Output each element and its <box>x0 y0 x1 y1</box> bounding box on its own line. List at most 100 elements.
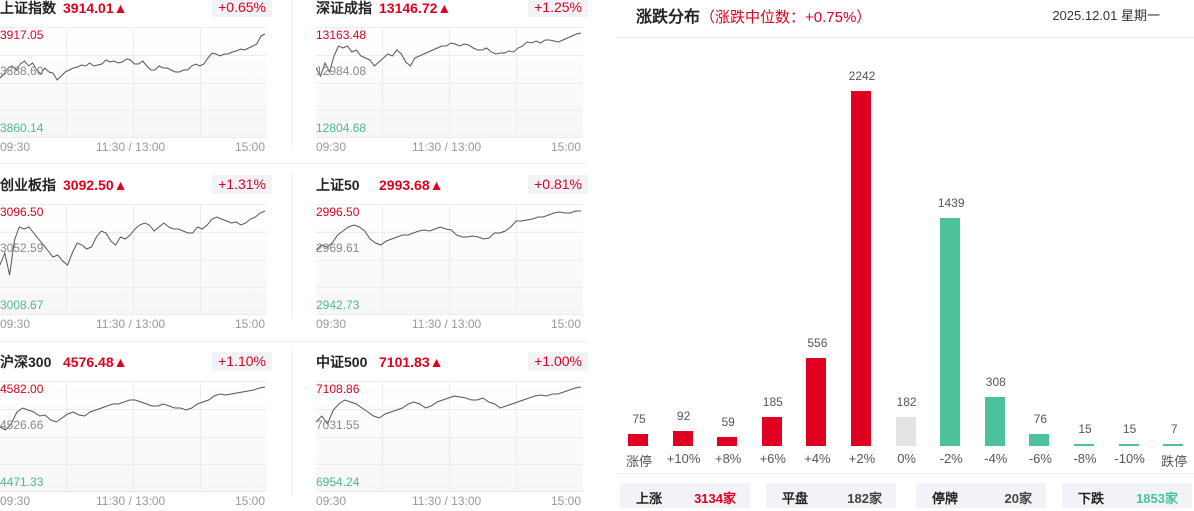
index-header: 深证成指 13146.72▲ +1.25% <box>316 0 588 18</box>
summary-flat-label: 平盘 <box>782 491 809 506</box>
bar-category-label: +4% <box>804 451 831 466</box>
index-card[interactable]: 上证指数 3914.01▲ +0.65% 3917.05 3888.60 3860.14 0… <box>0 0 272 162</box>
bar-category-label: 0% <box>897 451 916 466</box>
summary-suspended: 停牌 20家 <box>916 483 1046 508</box>
bar-fill <box>1118 444 1139 446</box>
y-prev-close-label: 3052.59 <box>0 241 44 255</box>
time-start-label: 09:30 <box>316 494 347 508</box>
summary-divider <box>616 473 1194 474</box>
bar-value: 2242 <box>848 69 876 83</box>
bar-category-label: +8% <box>714 451 742 466</box>
index-card[interactable]: 沪深300 4576.48▲ +1.10% 4582.00 4526.66 4471.33… <box>0 352 272 511</box>
distribution-bar[interactable]: 59 <box>717 60 739 446</box>
index-card[interactable]: 创业板指 3092.50▲ +1.31% 3096.50 3052.59 3008.67 0… <box>0 175 272 339</box>
bar-category-label: +6% <box>759 451 786 466</box>
time-end-label: 15:00 <box>551 140 582 154</box>
intraday-chart[interactable]: 13163.48 12984.08 12804.68 <box>316 27 583 138</box>
bar-category-label: +10% <box>666 451 701 466</box>
summary-suspended-value: 20家 <box>1004 491 1032 506</box>
distribution-bar[interactable]: 2242 <box>849 60 875 446</box>
distribution-bar[interactable]: 1439 <box>938 60 965 446</box>
index-name[interactable]: 中证500 <box>316 354 368 370</box>
intraday-chart[interactable]: 3096.50 3052.59 3008.67 <box>0 204 267 315</box>
index-change-pct: +1.00% <box>528 352 588 371</box>
y-low-label: 6954.24 <box>316 475 360 489</box>
intraday-chart[interactable]: 2996.50 2969.61 2942.73 <box>316 204 583 315</box>
index-price: 4576.48▲ <box>63 354 128 370</box>
index-name[interactable]: 深证成指 <box>316 0 372 16</box>
bar-fill <box>672 431 693 446</box>
time-mid-label: 11:30 / 13:00 <box>412 140 482 154</box>
y-low-label: 3860.14 <box>0 121 44 135</box>
index-name[interactable]: 沪深300 <box>0 354 52 370</box>
bar-category-label: -10% <box>1114 451 1145 466</box>
index-header: 上证指数 3914.01▲ +0.65% <box>0 0 272 18</box>
y-low-label: 2942.73 <box>316 298 360 312</box>
bar-value: 92 <box>676 409 691 423</box>
distribution-bar[interactable]: 7 <box>1163 60 1185 446</box>
price-line <box>316 32 582 78</box>
y-high-label: 4582.00 <box>0 382 44 396</box>
index-header: 创业板指 3092.50▲ +1.31% <box>0 175 272 195</box>
bar-fill <box>1074 444 1094 446</box>
index-name[interactable]: 上证指数 <box>0 0 56 16</box>
index-card[interactable]: 上证50 2993.68▲ +0.81% 2996.50 2969.61 2942.73 0… <box>316 175 588 339</box>
intraday-chart[interactable]: 4582.00 4526.66 4471.33 <box>0 381 267 492</box>
index-card[interactable]: 中证500 7101.83▲ +1.00% 7108.86 7031.55 6954.24… <box>316 352 588 511</box>
bar-value: 185 <box>762 395 783 409</box>
bar-value: 76 <box>1033 412 1048 426</box>
bar-fill <box>1163 444 1184 446</box>
bar-category-label: 跌停 <box>1161 454 1188 469</box>
index-price: 7101.83▲ <box>379 354 444 370</box>
distribution-bar[interactable]: 185 <box>761 60 784 446</box>
y-low-label: 12804.68 <box>316 121 367 135</box>
bar-fill <box>851 91 871 446</box>
summary-suspended-label: 停牌 <box>932 491 959 506</box>
column-divider <box>291 350 292 496</box>
bar-fill <box>717 437 738 446</box>
row-divider <box>0 341 588 342</box>
y-low-label: 4471.33 <box>0 475 44 489</box>
summary-down: 下跌 1853家 <box>1062 483 1192 508</box>
distribution-bar[interactable]: 92 <box>672 60 695 446</box>
bar-fill <box>628 434 648 446</box>
distribution-bar[interactable]: 556 <box>806 60 828 446</box>
bar-value: 308 <box>985 375 1006 389</box>
index-header: 沪深300 4576.48▲ +1.10% <box>0 352 272 372</box>
bar-category-label: +2% <box>848 451 876 466</box>
time-mid-label: 11:30 / 13:00 <box>412 317 482 331</box>
distribution-bar[interactable]: 308 <box>984 60 1007 446</box>
bar-value: 556 <box>807 336 828 350</box>
price-line <box>0 210 266 276</box>
index-name[interactable]: 创业板指 <box>0 177 56 193</box>
bar-value: 75 <box>632 412 646 426</box>
column-divider <box>291 172 292 318</box>
intraday-chart[interactable]: 3917.05 3888.60 3860.14 <box>0 27 267 138</box>
median-change: （涨跌中位数：+0.75%） <box>700 9 872 26</box>
index-change-pct: +1.25% <box>528 0 588 17</box>
y-high-label: 13163.48 <box>316 28 367 42</box>
distribution-bar[interactable]: 15 <box>1074 60 1096 446</box>
y-prev-close-label: 7031.55 <box>316 418 360 432</box>
distribution-bar[interactable]: 15 <box>1118 60 1141 446</box>
bar-value: 59 <box>721 415 735 429</box>
bar-fill <box>806 358 827 446</box>
summary-up: 上涨 3134家 <box>620 483 750 508</box>
index-card[interactable]: 深证成指 13146.72▲ +1.25% 13163.48 12984.08 12804… <box>316 0 588 162</box>
time-mid-label: 11:30 / 13:00 <box>96 494 166 508</box>
index-price: 13146.72▲ <box>379 0 452 16</box>
y-high-label: 2996.50 <box>316 205 360 219</box>
y-low-label: 3008.67 <box>0 298 44 312</box>
index-change-pct: +1.31% <box>212 175 272 194</box>
distribution-bar[interactable]: 75 <box>628 60 650 446</box>
distribution-bar[interactable]: 182 <box>895 60 918 446</box>
bar-category-label: -6% <box>1028 451 1052 466</box>
index-header: 中证500 7101.83▲ +1.00% <box>316 352 588 372</box>
intraday-chart[interactable]: 7108.86 7031.55 6954.24 <box>316 381 583 492</box>
index-change-pct: +1.10% <box>212 352 272 371</box>
time-start-label: 09:30 <box>0 317 31 331</box>
distribution-bar[interactable]: 76 <box>1029 60 1051 446</box>
distribution-title-text: 涨跌分布 <box>636 9 701 26</box>
y-prev-close-label: 12984.08 <box>316 64 367 78</box>
index-name[interactable]: 上证50 <box>316 177 360 193</box>
